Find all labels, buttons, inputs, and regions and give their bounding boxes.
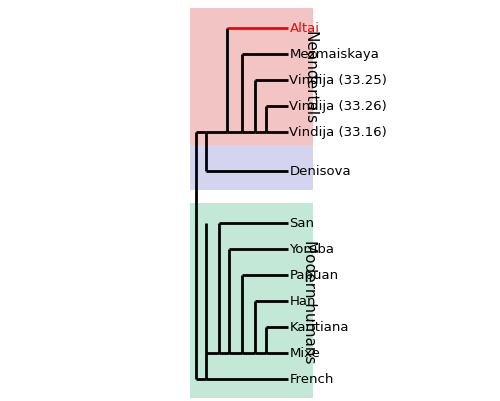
Text: Vindija (33.25): Vindija (33.25) xyxy=(290,74,388,87)
Text: Han: Han xyxy=(290,294,316,308)
Text: San: San xyxy=(290,217,314,230)
Text: Neandertals: Neandertals xyxy=(302,31,317,124)
Text: Altai: Altai xyxy=(290,22,320,35)
Text: Mixe: Mixe xyxy=(290,346,320,359)
Text: Modern humans: Modern humans xyxy=(302,239,317,363)
Text: Papuan: Papuan xyxy=(290,269,339,282)
Text: Vindija (33.26): Vindija (33.26) xyxy=(290,100,387,113)
Text: French: French xyxy=(290,372,334,385)
Text: Vindija (33.16): Vindija (33.16) xyxy=(290,126,387,139)
Bar xyxy=(190,204,314,398)
Text: Yoruba: Yoruba xyxy=(290,243,335,255)
Text: Karitiana: Karitiana xyxy=(290,320,349,333)
Bar xyxy=(190,9,314,146)
Bar xyxy=(190,146,314,191)
Text: Denisova: Denisova xyxy=(290,165,351,178)
Text: Mezmaiskaya: Mezmaiskaya xyxy=(290,48,380,61)
